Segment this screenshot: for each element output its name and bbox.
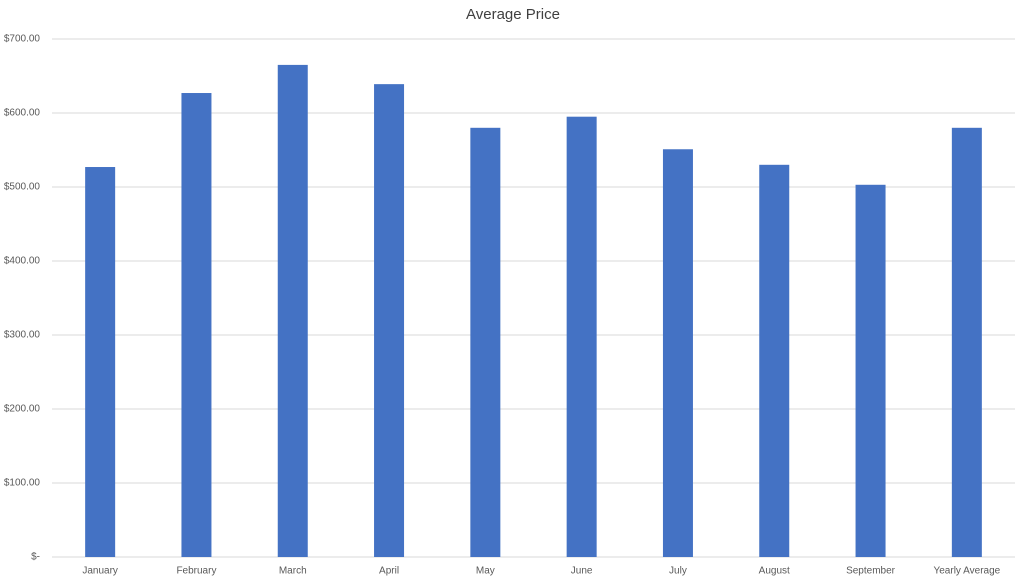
- y-tick-label: $500.00: [4, 182, 41, 193]
- x-tick-label: Yearly Average: [933, 566, 1000, 577]
- bar: [277, 64, 308, 558]
- y-tick-label: $400.00: [4, 256, 41, 267]
- y-tick-label: $600.00: [4, 108, 41, 119]
- x-tick-label: May: [476, 566, 495, 577]
- y-tick-label: $-: [31, 552, 40, 563]
- x-tick-label: February: [176, 566, 216, 577]
- x-tick-label: August: [759, 566, 790, 577]
- bar: [855, 184, 886, 557]
- bar: [374, 84, 405, 557]
- x-tick-label: June: [571, 566, 593, 577]
- x-tick-label: April: [379, 566, 399, 577]
- bar: [759, 164, 790, 558]
- y-tick-label: $100.00: [4, 478, 41, 489]
- bar: [85, 167, 116, 557]
- x-tick-label: March: [279, 566, 307, 577]
- y-tick-label: $300.00: [4, 330, 41, 341]
- y-tick-label: $200.00: [4, 404, 41, 415]
- bar: [662, 149, 693, 557]
- bar: [566, 116, 597, 557]
- chart-title: Average Price: [466, 6, 560, 23]
- y-tick-label: $700.00: [4, 34, 41, 45]
- bar: [951, 127, 982, 558]
- x-tick-label: January: [82, 566, 118, 577]
- x-tick-label: September: [846, 566, 896, 577]
- x-tick-label: July: [669, 566, 687, 577]
- bar: [470, 127, 501, 558]
- bar: [181, 93, 212, 558]
